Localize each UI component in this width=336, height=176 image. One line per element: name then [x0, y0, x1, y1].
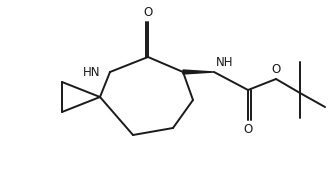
Text: O: O	[271, 63, 281, 76]
Text: NH: NH	[216, 56, 234, 69]
Text: HN: HN	[83, 65, 100, 78]
Text: O: O	[243, 123, 253, 136]
Text: O: O	[143, 6, 153, 19]
Polygon shape	[183, 70, 214, 74]
